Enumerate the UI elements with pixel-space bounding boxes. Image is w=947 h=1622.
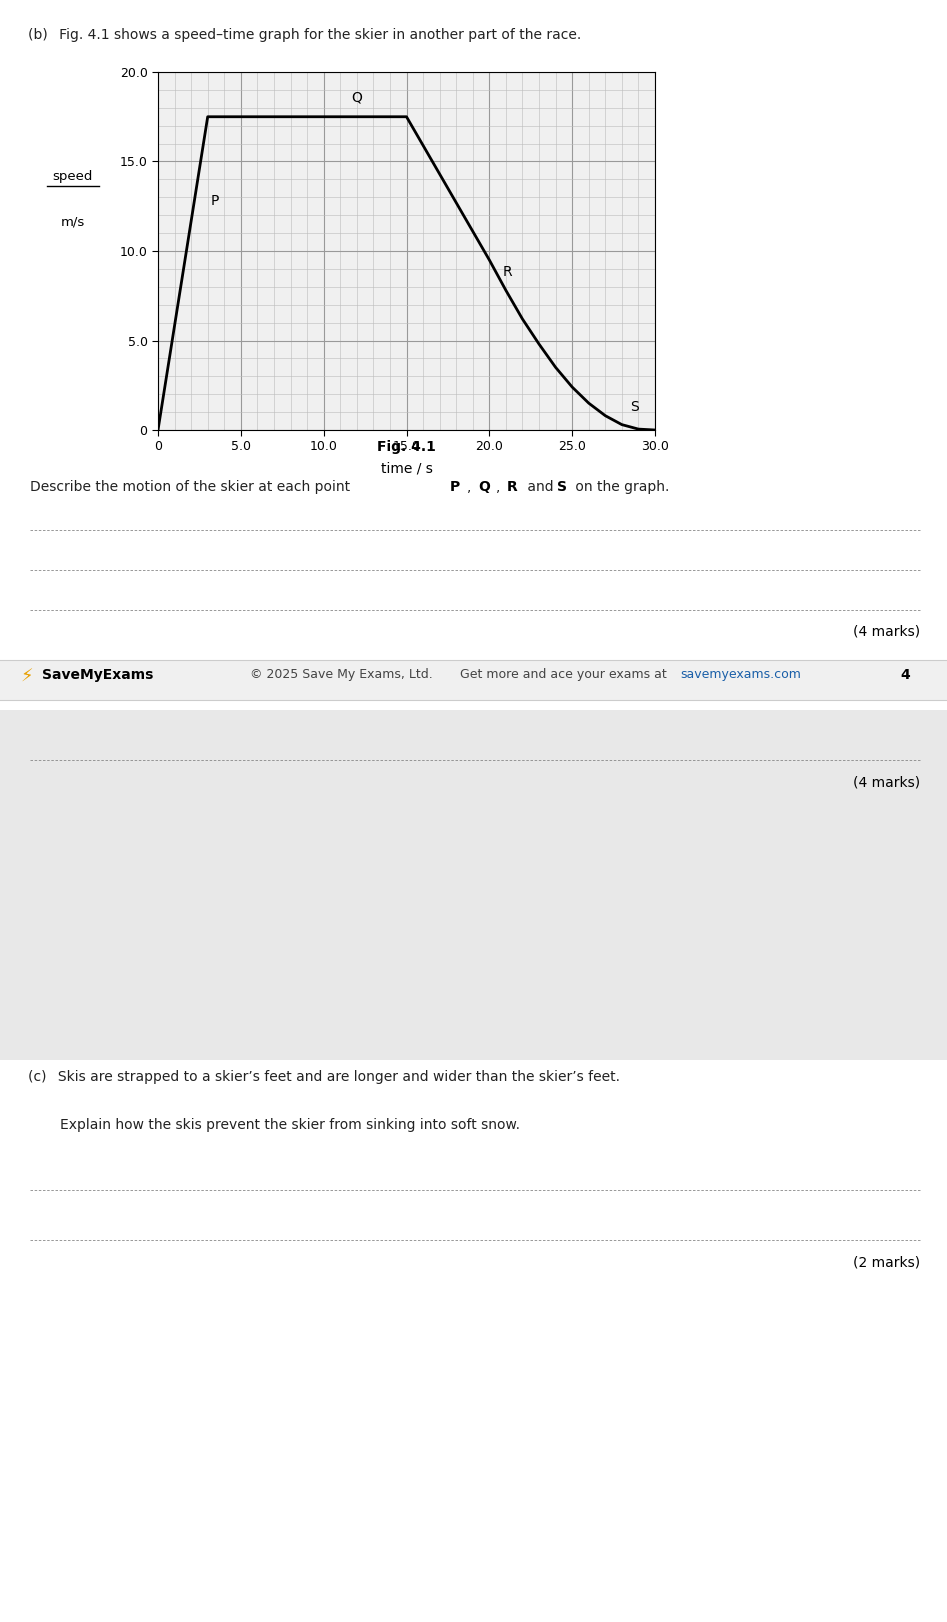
Text: ,: , [495, 480, 500, 495]
Text: and: and [523, 480, 558, 495]
Text: on the graph.: on the graph. [571, 480, 670, 495]
Text: Explain how the skis prevent the skier from sinking into soft snow.: Explain how the skis prevent the skier f… [60, 1118, 520, 1132]
Text: S: S [630, 401, 639, 414]
Text: savemyexams.com: savemyexams.com [680, 668, 801, 681]
Text: R: R [503, 266, 512, 279]
Text: P: P [211, 195, 220, 208]
Text: Describe the motion of the skier at each point: Describe the motion of the skier at each… [30, 480, 354, 495]
Text: R: R [507, 480, 518, 495]
Text: Fig. 4.1: Fig. 4.1 [377, 440, 436, 454]
Text: ,: , [467, 480, 472, 495]
Text: S: S [557, 480, 567, 495]
Text: (2 marks): (2 marks) [853, 1255, 920, 1268]
Text: ⚡: ⚡ [20, 668, 32, 686]
Text: 4: 4 [900, 668, 910, 681]
Text: (b)  Fig. 4.1 shows a speed–time graph for the skier in another part of the race: (b) Fig. 4.1 shows a speed–time graph fo… [28, 28, 581, 42]
Text: speed: speed [53, 170, 93, 183]
Text: m/s: m/s [61, 216, 85, 229]
Text: Q: Q [478, 480, 491, 495]
Text: (4 marks): (4 marks) [853, 624, 920, 639]
Text: P: P [450, 480, 460, 495]
Text: (4 marks): (4 marks) [853, 775, 920, 788]
Text: Q: Q [351, 91, 363, 104]
Text: (c)  Skis are strapped to a skier’s feet and are longer and wider than the skier: (c) Skis are strapped to a skier’s feet … [28, 1071, 620, 1083]
Text: © 2025 Save My Exams, Ltd.: © 2025 Save My Exams, Ltd. [250, 668, 433, 681]
Text: Get more and ace your exams at: Get more and ace your exams at [460, 668, 670, 681]
Text: SaveMyExams: SaveMyExams [42, 668, 153, 681]
X-axis label: time / s: time / s [381, 462, 433, 475]
